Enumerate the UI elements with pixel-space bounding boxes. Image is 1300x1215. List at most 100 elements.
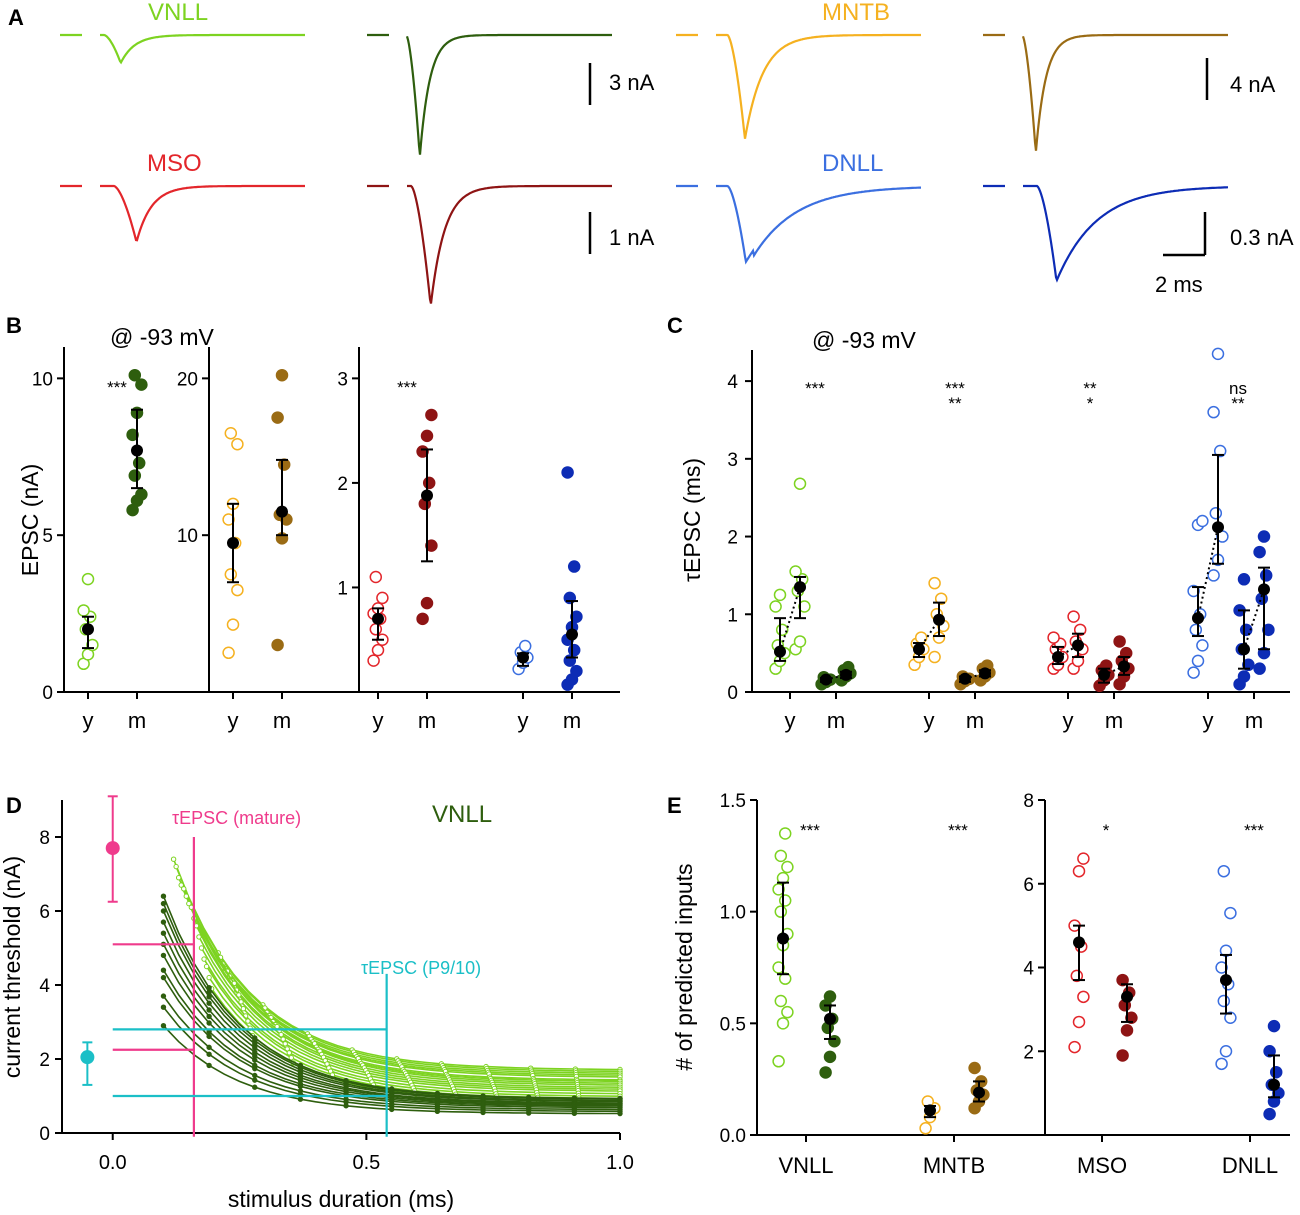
panel-e-dnll-y-point: [1215, 1057, 1228, 1071]
panel-b-mso-y-point: [369, 570, 383, 584]
panel-c-xtick-label: y: [1063, 708, 1074, 733]
panel-d-mature-curve-marker: [206, 1020, 212, 1026]
panel-b-mso-y-point: [369, 623, 383, 636]
panel-e-mso-y-point: [1072, 864, 1086, 878]
panel-b-xtick-label: y: [373, 708, 384, 733]
panel-e-vnll-y-point: [772, 961, 785, 974]
panel-e-vnll-m-point: [823, 990, 837, 1003]
panel-b-xtick-label: m: [128, 708, 146, 733]
panel-d-annotation-mature: τEPSC (mature): [172, 808, 301, 828]
panel-b-summary-median: [566, 628, 578, 641]
panel-e-dnll-y-point: [1224, 1011, 1237, 1024]
panel-c-vnll-y-slow-point: [798, 600, 811, 613]
panel-c-xtick-label: m: [966, 708, 984, 733]
panel-e-mso-y-point: [1072, 1015, 1086, 1029]
panel-c-dnll-m-fast-point: [1242, 658, 1255, 672]
panel-b-summary-median: [82, 623, 94, 636]
panel-d-mature-curve-marker: [160, 952, 167, 959]
panel-e-summary-median: [1220, 974, 1232, 987]
panel-e-vnll-y-point: [778, 827, 792, 840]
panel-d-mature-curve-marker: [389, 1106, 395, 1113]
panel-d-mature-curve-marker: [252, 1084, 258, 1090]
panel-c-dnll-y-fast-point: [1196, 514, 1209, 528]
panel-b-xtick-label: y: [518, 708, 529, 733]
panel-e-summary-median: [824, 1012, 836, 1025]
panel-b-vnll-m-point: [128, 469, 142, 482]
panel-b-ytick-label: 10: [177, 526, 198, 547]
panel-d-mature-curve-marker: [206, 994, 212, 1000]
panel-b-dnll-m-point: [567, 560, 581, 573]
trace-dnll-mature: [1023, 184, 1228, 283]
trace-vnll-young: [100, 33, 305, 65]
label-mso: MSO: [147, 150, 202, 177]
panel-e-vnll-y-point: [774, 994, 788, 1008]
scalebar-label-1na: 1 nA: [609, 225, 655, 250]
panel-c-summary-median: [933, 613, 945, 626]
panel-c-link: [825, 673, 847, 681]
panel-c-summary-median: [1212, 521, 1224, 534]
panel-b-ytick-label: 2: [337, 474, 348, 495]
panel-c-ylabel: τEPSC (ms): [679, 458, 705, 582]
panel-c-xtick-label: m: [1105, 708, 1123, 733]
panel-c-link: [1057, 644, 1079, 658]
panel-b-sig: ***: [107, 378, 127, 397]
panel-d-mature-curve-marker: [617, 1110, 623, 1117]
panel-d-young-curve-marker: [183, 893, 189, 899]
panel-c-mntb-y-slow-point: [928, 650, 941, 664]
panel-d-young-curve-marker: [203, 963, 210, 970]
panel-e-mso-m-point: [1116, 1049, 1129, 1062]
panel-c-dnll-y-fast-point: [1187, 666, 1200, 679]
panel-c-dnll-m-slow-point: [1253, 545, 1266, 559]
panel-c-dnll-y-slow-point: [1209, 506, 1223, 520]
panel-c-summary-median: [1238, 643, 1250, 656]
panel-c-ytick-label: 0: [727, 683, 738, 704]
panel-d-young-curve-marker: [170, 856, 177, 862]
panel-b-dnll-m-point: [570, 664, 583, 678]
panel-b-mntb-y-point: [222, 513, 235, 526]
panel-b-mso-y-point: [367, 654, 380, 667]
panel-d-mature-curve-marker: [206, 1062, 212, 1069]
scalebar-label-3na: 3 nA: [609, 70, 655, 95]
panel-d-ytick-label: 8: [39, 828, 50, 849]
panel-e-vnll-m-point: [819, 1066, 832, 1079]
panel-b-mntb-m-point: [271, 638, 284, 652]
panel-e-ytick-label: 1.0: [720, 903, 746, 924]
panel-e-mso-m-point: [1116, 973, 1129, 987]
panel-d-ytick-label: 4: [39, 976, 50, 997]
panel-b-mso-m-point: [422, 476, 436, 490]
panel-c-dnll-y-fast-point: [1187, 584, 1200, 598]
panel-c-mntb-y-slow-point: [928, 576, 941, 590]
scalebar-label-03na: 0.3 nA: [1230, 225, 1294, 250]
panel-d-mature-curve-marker: [160, 900, 167, 907]
panel-c-xtick-label: y: [1203, 708, 1214, 733]
panel-e-dnll-y-point: [1217, 864, 1231, 878]
panel-b-mntb-m-point: [271, 411, 284, 424]
panel-c-summary-median: [1052, 651, 1064, 664]
panel-c-link: [1197, 527, 1219, 619]
panel-c-link: [964, 672, 986, 680]
panel-c-vnll-y-fast-point: [769, 600, 782, 613]
panel-e-vnll-y-point: [781, 860, 794, 874]
panel-b-vnll-m-point: [132, 456, 146, 470]
panel-letter: D: [6, 793, 22, 818]
panel-c-summary-median: [1098, 668, 1110, 681]
panel-e-ytick-label: 8: [1023, 791, 1034, 812]
panel-c-ytick-label: 4: [727, 372, 738, 393]
panel-d-ytick-label: 6: [39, 902, 50, 923]
panel-c-summary-median: [913, 643, 925, 656]
panel-b-mso-m-point: [425, 408, 438, 422]
panel-d-young-curve-marker: [238, 999, 244, 1005]
panel-c-dnll-m-fast-point: [1237, 573, 1251, 586]
panel-d-mature-curve-marker: [160, 974, 167, 981]
panel-e-sig: ***: [800, 821, 820, 840]
panel-b-mso-y-point: [376, 591, 389, 605]
panel-e-vnll-y-point: [778, 894, 792, 907]
panel-c-mntb-y-slow-point: [934, 592, 948, 605]
label-mntb: MNTB: [822, 0, 890, 26]
panel-letter: E: [667, 793, 682, 818]
panel-b-title: @ -93 mV: [110, 324, 215, 350]
panel-c-sig: **: [1231, 394, 1245, 413]
panel-e-dnll-m-point: [1263, 1107, 1276, 1121]
panel-e-vnll-y-point: [776, 1017, 790, 1030]
panel-c-sig: **: [1083, 379, 1097, 398]
